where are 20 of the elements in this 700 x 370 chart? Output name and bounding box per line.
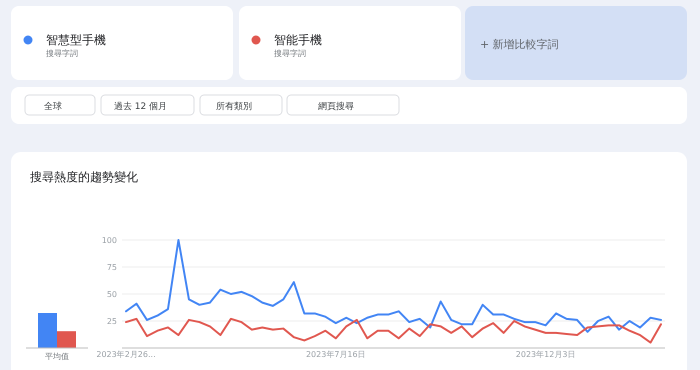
x-tick-label: 2023年7月16日	[306, 350, 366, 359]
y-tick-label: 50	[106, 290, 117, 299]
text: 網頁搜尋	[317, 101, 354, 112]
x-tick-label: 2023年2月26...	[96, 350, 156, 359]
text: + 新增比較字詞	[480, 38, 559, 51]
text: 所有類別	[216, 101, 252, 112]
y-tick-label: 25	[106, 317, 117, 326]
chart-title: 搜尋熱度的趨勢變化	[30, 170, 138, 184]
x-tick-label: 平均值	[45, 352, 69, 361]
text: 全球	[44, 101, 62, 112]
line-series	[125, 318, 662, 344]
x-tick-label: 2023年12月3日	[516, 350, 576, 359]
legend-label: 智慧型手機	[46, 33, 106, 47]
line-series	[125, 239, 662, 333]
text: 搜尋字詞	[274, 49, 306, 58]
legend-label: 智能手機	[274, 33, 322, 47]
y-tick-label: 100	[102, 236, 117, 245]
text: 過去 12 個月	[114, 101, 168, 112]
text: 搜尋字詞	[46, 49, 78, 58]
y-tick-label: 75	[106, 263, 117, 272]
